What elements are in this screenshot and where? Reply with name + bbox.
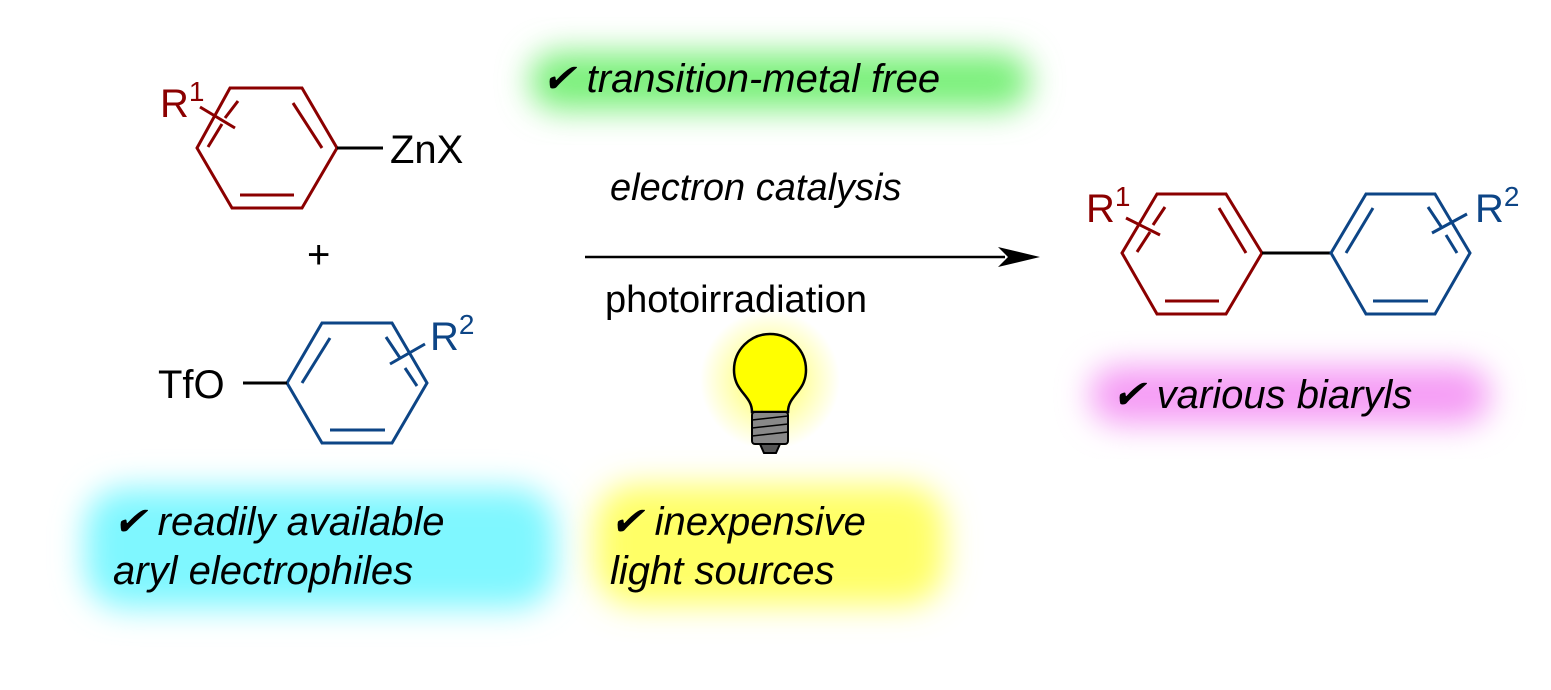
product-r2-label: R2 <box>1475 181 1519 231</box>
tfo-label: TfO <box>158 363 225 407</box>
r2-label: R2 <box>430 309 474 359</box>
product-blue-ring <box>1329 192 1472 316</box>
feature-light-2: light sources <box>610 549 835 593</box>
condition-above: electron catalysis <box>610 167 901 209</box>
reaction-arrow <box>585 247 1040 267</box>
plus-sign: + <box>307 233 330 277</box>
feature-biaryls: ✔ various biaryls <box>1112 373 1412 417</box>
r1-label: R1 <box>160 76 204 126</box>
feature-electrophiles-1: ✔ readily available <box>113 500 444 544</box>
feature-light-1: ✔ inexpensive <box>610 500 866 544</box>
cyan-glow <box>85 488 555 608</box>
aryl-triflate-ring <box>285 321 429 445</box>
znx-label: ZnX <box>390 128 463 172</box>
light-bulb-icon <box>732 332 808 454</box>
green-glow <box>530 52 1030 110</box>
magenta-glow <box>1090 366 1490 424</box>
condition-below: photoirradiation <box>605 279 867 321</box>
product-red-ring <box>1120 192 1264 316</box>
feature-metal-free: ✔ transition-metal free <box>542 57 940 101</box>
aryl-zinc-ring <box>195 86 339 210</box>
feature-electrophiles-2: aryl electrophiles <box>113 549 413 593</box>
product-r1-label: R1 <box>1086 181 1130 231</box>
yellow-glow <box>595 485 945 605</box>
